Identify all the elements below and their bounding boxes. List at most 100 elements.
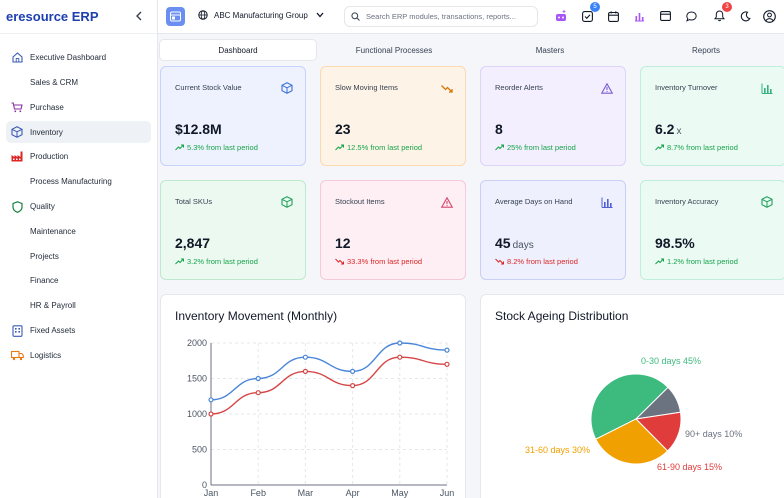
stock-ageing-chart: 0-30 days 45% 90+ days 10% 61-90 days 15% 3… xyxy=(525,356,742,472)
kpi-card-stockout-items[interactable]: Stockout Items 12 33.3% from last period xyxy=(320,180,466,280)
company-selector[interactable]: ABC Manufacturing Group xyxy=(198,10,324,20)
user-profile-icon[interactable] xyxy=(762,9,776,23)
cube-icon xyxy=(281,81,293,94)
x-tick-label: Jan xyxy=(204,488,219,498)
globe-icon xyxy=(198,10,208,20)
kpi-title: Slow Moving Items xyxy=(335,83,398,92)
trend-down-icon xyxy=(441,81,453,93)
x-tick-label: Feb xyxy=(250,488,266,498)
tab-dashboard[interactable]: Dashboard xyxy=(160,40,316,60)
kpi-card-current-stock-value[interactable]: Current Stock Value $12.8M 5.3% from last … xyxy=(160,66,306,166)
sidebar-item-label: HR & Payroll xyxy=(30,301,76,311)
ai-assistant-icon[interactable] xyxy=(554,9,568,23)
kpi-trend: 25% from last period xyxy=(495,143,576,152)
series-point xyxy=(302,368,308,375)
kpi-title: Stockout Items xyxy=(335,197,385,206)
theme-toggle-icon[interactable] xyxy=(738,9,752,23)
sidebar-item-hr-and-payroll[interactable]: HR & Payroll xyxy=(6,295,151,317)
kpi-value: 12 xyxy=(335,235,351,251)
kpi-card-inventory-turnover[interactable]: Inventory Turnover 6.2 x 8.7% from last per… xyxy=(640,66,784,166)
cube-icon xyxy=(10,125,24,139)
kpi-trend: 1.2% from last period xyxy=(655,257,738,266)
series-point xyxy=(208,397,214,403)
kpi-card-reorder-alerts[interactable]: Reorder Alerts 8 25% from last period xyxy=(480,66,626,166)
series-point xyxy=(397,354,403,360)
trend-up-icon xyxy=(495,144,504,151)
collapse-sidebar-icon[interactable] xyxy=(135,10,143,24)
kpi-trend-text: 8.2% from last period xyxy=(507,257,578,266)
series-point xyxy=(302,354,308,360)
kpi-trend-text: 8.7% from last period xyxy=(667,143,738,152)
series-line-2 xyxy=(210,356,448,415)
shield-icon xyxy=(10,200,24,214)
inventory-movement-title: Inventory Movement (Monthly) xyxy=(175,309,338,323)
global-search[interactable] xyxy=(344,6,538,27)
sidebar-nav: Executive Dashboard Sales & CRM Purchase In… xyxy=(0,34,157,366)
kpi-value: 6.2 x xyxy=(655,121,681,137)
sidebar-item-logistics[interactable]: Logistics xyxy=(6,344,151,366)
sidebar-item-inventory[interactable]: Inventory xyxy=(6,121,151,144)
sidebar-item-finance[interactable]: Finance xyxy=(6,270,151,292)
module-tabs: Dashboard Functional Processes Masters R… xyxy=(160,40,784,60)
notifications-badge: 3 xyxy=(722,2,732,12)
tab-reports[interactable]: Reports xyxy=(691,45,720,55)
analytics-icon[interactable] xyxy=(632,9,646,23)
sidebar-item-label: Maintenance xyxy=(30,226,76,236)
calendar-icon[interactable] xyxy=(606,9,620,23)
kpi-card-total-skus[interactable]: Total SKUs 2,847 3.2% from last period xyxy=(160,180,306,280)
sidebar-item-label: Fixed Assets xyxy=(30,326,76,336)
series-point xyxy=(255,390,261,396)
kpi-value-number: 6.2 xyxy=(655,121,675,137)
x-tick-label: Mar xyxy=(298,488,314,498)
sidebar-item-fixed-assets[interactable]: Fixed Assets xyxy=(6,320,151,342)
window-icon[interactable] xyxy=(658,9,672,23)
sidebar-item-label: Process Manufacturing xyxy=(30,177,112,187)
series-point xyxy=(350,382,356,389)
search-input[interactable] xyxy=(366,12,526,21)
sidebar-item-maintenance[interactable]: Maintenance xyxy=(6,220,151,242)
messages-icon[interactable] xyxy=(684,9,698,23)
series-point xyxy=(444,361,450,367)
kpi-card-slow-moving-items[interactable]: Slow Moving Items 23 12.5% from last perio… xyxy=(320,66,466,166)
kpi-trend-text: 5.3% from last period xyxy=(187,143,258,152)
kpi-trend-text: 12.5% from last period xyxy=(347,143,423,152)
sidebar-item-label: Quality xyxy=(30,202,55,212)
y-tick-label: 0 xyxy=(202,480,207,490)
trend-down-icon xyxy=(495,258,504,265)
kpi-title: Inventory Turnover xyxy=(655,83,718,92)
sidebar-item-production[interactable]: Production xyxy=(6,146,151,168)
building-icon xyxy=(10,324,24,338)
y-tick-label: 1500 xyxy=(187,374,207,384)
inventory-movement-panel: Inventory Movement (Monthly) 0 500 1000 150… xyxy=(160,294,466,498)
sidebar-item-projects[interactable]: Projects xyxy=(6,245,151,267)
sidebar-item-sales-and-crm[interactable]: Sales & CRM xyxy=(6,72,151,94)
chevron-down-icon xyxy=(316,12,324,18)
tasks-icon[interactable]: 5 xyxy=(580,2,600,23)
sidebar-item-executive-dashboard[interactable]: Executive Dashboard xyxy=(6,47,151,69)
kpi-card-average-days-on-hand[interactable]: Average Days on Hand 45 days 8.2% from last… xyxy=(480,180,626,280)
series-point xyxy=(350,368,356,375)
sidebar-item-purchase[interactable]: Purchase xyxy=(6,96,151,118)
sidebar-item-quality[interactable]: Quality xyxy=(6,196,151,218)
kpi-card-inventory-accuracy[interactable]: Inventory Accuracy 98.5% 1.2% from last pe… xyxy=(640,180,784,280)
pie-slice-label: 90+ days 10% xyxy=(685,429,742,439)
kpi-trend-text: 1.2% from last period xyxy=(667,257,738,266)
factory-icon xyxy=(10,150,24,164)
tab-functional-processes[interactable]: Functional Processes xyxy=(355,45,433,55)
kpi-value: $12.8M xyxy=(175,121,222,137)
kpi-value-unit: x xyxy=(676,126,682,137)
bell-icon[interactable]: 3 xyxy=(712,2,732,23)
sidebar-item-process-manufacturing[interactable]: Process Manufacturing xyxy=(6,171,151,193)
y-tick-label: 1000 xyxy=(187,409,207,419)
pie-slice[interactable] xyxy=(595,418,669,465)
kpi-value-number: 2,847 xyxy=(175,235,211,251)
kpi-title: Total SKUs xyxy=(175,197,213,206)
bar-chart-icon xyxy=(601,195,613,208)
app-launcher-button[interactable] xyxy=(166,7,185,26)
pie-slice[interactable] xyxy=(590,373,669,440)
kpi-trend: 8.7% from last period xyxy=(655,143,738,152)
kpi-title: Reorder Alerts xyxy=(495,83,543,92)
tab-masters[interactable]: Masters xyxy=(535,45,565,55)
warning-icon xyxy=(600,81,614,94)
series-point xyxy=(208,411,214,417)
